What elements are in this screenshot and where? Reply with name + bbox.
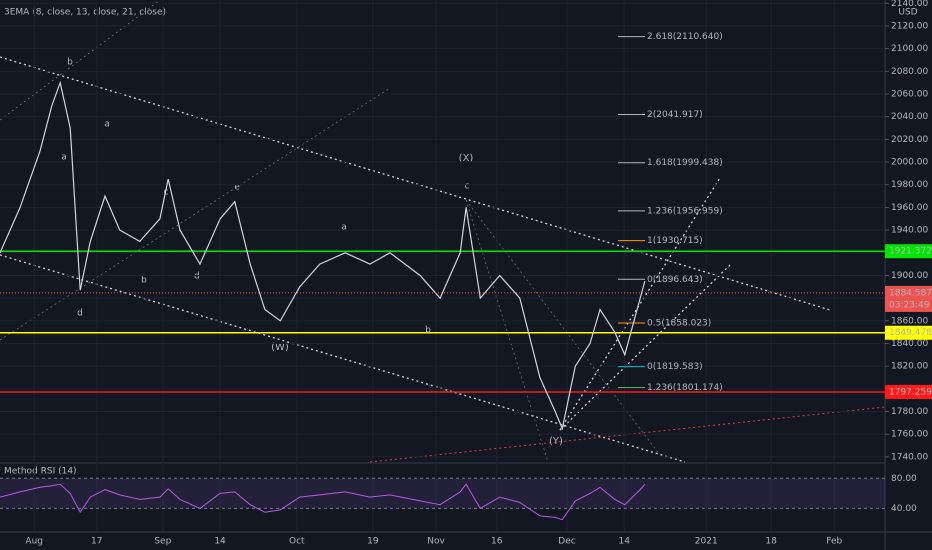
x-tick-label: Oct xyxy=(289,537,305,547)
x-tick-label: 14 xyxy=(618,537,630,547)
rsi-title: Method RSI (14) xyxy=(4,467,77,477)
indicator-title: 3EMA (8, close, 13, close, 21, close) xyxy=(4,8,166,18)
y-tick-label: 1840.00 xyxy=(891,339,928,349)
fib-label: 1(1930.715) xyxy=(647,236,703,246)
y-tick-label: 2100.00 xyxy=(891,44,928,54)
x-tick-label: Sep xyxy=(154,537,171,547)
level-badge xyxy=(885,384,932,399)
wave-label: d xyxy=(77,309,83,319)
x-tick-label: 18 xyxy=(765,537,777,547)
wave-labels: (X) (W) (Y) b a a c e b d d a c b xyxy=(61,58,563,448)
fib-label: 0(1896.643) xyxy=(647,275,703,285)
wave-label: (Y) xyxy=(549,436,563,447)
countdown: 03:23:49 xyxy=(889,300,930,310)
y-tick-label: 2080.00 xyxy=(891,67,928,77)
level-label: 1849.478 xyxy=(889,328,932,338)
x-tick-label: Aug xyxy=(25,537,43,547)
wave-label: a xyxy=(104,120,110,130)
y-tick-label: 2000.00 xyxy=(891,158,928,168)
x-tick-label: 16 xyxy=(491,537,503,547)
y-tick-label: 1940.00 xyxy=(891,226,928,236)
fib-label: 1.236(1956.959) xyxy=(647,206,723,216)
fib-label: 1.236(1801.174) xyxy=(647,383,723,393)
wave-label: b xyxy=(141,276,147,286)
wave-label: c xyxy=(164,188,169,198)
currency: USD xyxy=(898,8,917,18)
x-tick-label: 2021 xyxy=(695,537,718,547)
y-tick-label: 1780.00 xyxy=(891,407,928,417)
x-tick-label: 14 xyxy=(214,537,226,547)
fib-label: 0(1819.583) xyxy=(647,362,703,372)
rsi-tick-label: 80.00 xyxy=(891,474,917,484)
fib-label: 2(2041.917) xyxy=(647,110,703,120)
trend-line xyxy=(0,0,161,121)
level-badge xyxy=(885,325,932,340)
wave-label: d xyxy=(194,272,200,282)
y-tick-label: 2120.00 xyxy=(891,21,928,31)
y-tick-label: 1960.00 xyxy=(891,203,928,213)
y-tick-label: 2020.00 xyxy=(891,135,928,145)
wave-label: (X) xyxy=(459,153,474,164)
x-tick-label: 17 xyxy=(91,537,102,547)
y-tick-label: 1820.00 xyxy=(891,362,928,372)
wave-label: (W) xyxy=(271,342,289,353)
rsi-line xyxy=(0,483,646,521)
wave-label: e xyxy=(234,183,240,193)
current-price-label: 1884.587 xyxy=(889,288,932,298)
rsi-tick-label: 40.00 xyxy=(891,504,917,514)
support-line xyxy=(369,406,886,463)
x-tick-label: 19 xyxy=(367,537,379,547)
y-tick-label: 1760.00 xyxy=(891,430,928,440)
wave-label: b xyxy=(425,326,431,336)
y-tick-label: 2060.00 xyxy=(891,90,928,100)
y-tick-label: 2040.00 xyxy=(891,112,928,122)
current-price-badge xyxy=(885,285,932,312)
y-tick-label: 1980.00 xyxy=(891,180,928,190)
price-line xyxy=(0,80,646,431)
x-tick-label: Nov xyxy=(427,537,445,547)
level-label: 1921.372 xyxy=(889,247,932,257)
wave-label: c xyxy=(465,182,470,192)
trend-line xyxy=(465,199,549,463)
y-tick-label: 2140.00 xyxy=(891,0,928,9)
x-tick-label: Feb xyxy=(826,537,842,547)
fib-label: 0.5(1858.023) xyxy=(647,319,711,329)
rsi-band xyxy=(0,478,885,509)
level-badge xyxy=(885,244,932,259)
fib-label: 2.618(2110.640) xyxy=(647,32,723,42)
wave-label: a xyxy=(341,223,347,233)
fib-label: 1.618(1999.438) xyxy=(647,158,723,168)
y-tick-label: 1740.00 xyxy=(891,452,928,462)
y-tick-label: 1860.00 xyxy=(891,316,928,326)
trend-line xyxy=(0,87,391,341)
x-tick-label: Dec xyxy=(558,537,575,547)
trend-line xyxy=(465,199,661,456)
wave-label: b xyxy=(67,58,73,68)
wave-label: a xyxy=(61,153,67,163)
level-label: 1797.259 xyxy=(889,387,932,397)
trend-line xyxy=(0,254,686,463)
y-tick-label: 1900.00 xyxy=(891,271,928,281)
